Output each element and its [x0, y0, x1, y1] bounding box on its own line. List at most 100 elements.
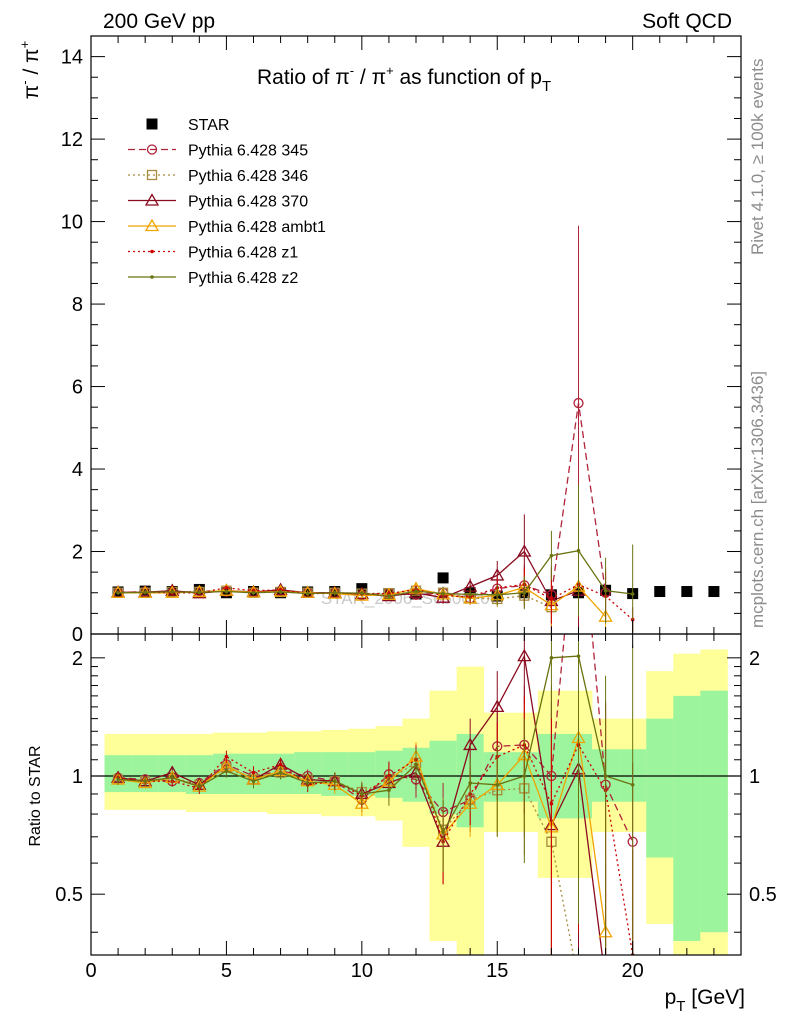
data-point-z2 — [197, 784, 202, 789]
data-point-ambt1 — [138, 775, 153, 789]
main-panel-frame: 0 2 4 6 8 10 12 14 — [61, 35, 742, 646]
x-axis-label: pT [GeV] — [665, 986, 745, 1015]
data-point-ambt1 — [354, 588, 369, 601]
y-tick-label: 0 — [72, 624, 83, 646]
legend-item-p346: Pythia 6.428 346 — [128, 168, 308, 185]
data-point-z2 — [522, 590, 527, 595]
data-point-star — [681, 586, 693, 598]
legend-marker — [144, 193, 160, 206]
series-line-p345 — [118, 634, 634, 843]
data-point-p370 — [517, 648, 532, 662]
legend-label: Pythia 6.428 370 — [188, 194, 308, 211]
data-point-z2 — [387, 594, 391, 598]
main-panel-data — [110, 225, 720, 634]
legend-label: Pythia 6.428 ambt1 — [188, 219, 326, 236]
data-point-star — [437, 572, 449, 584]
y-tick-label: 12 — [61, 129, 83, 151]
data-point-ambt1 — [300, 585, 315, 598]
data-point-p370 — [435, 590, 451, 603]
data-point-z2 — [305, 781, 310, 785]
data-point-p370 — [490, 699, 505, 713]
main-y-axis-label: π- / π+ — [17, 41, 43, 99]
y-tick-label: 14 — [61, 47, 83, 69]
data-point-z2 — [387, 788, 391, 793]
data-point-z2 — [549, 553, 554, 558]
legend-marker — [146, 118, 158, 130]
data-point-star — [654, 586, 666, 598]
legend-item-z2: Pythia 6.428 z2 — [128, 270, 298, 287]
data-point-z2 — [441, 830, 445, 834]
data-point-z2 — [170, 775, 175, 780]
data-point-z2 — [143, 590, 147, 595]
legend-marker — [150, 275, 154, 279]
series-z2 — [116, 484, 635, 634]
series-line-z2 — [118, 549, 633, 597]
data-point-z2 — [305, 591, 310, 596]
series-p370 — [110, 514, 586, 634]
data-point-ambt1 — [110, 585, 126, 598]
data-point-z2 — [495, 593, 500, 597]
legend-label: Pythia 6.428 346 — [188, 168, 308, 185]
data-point-z2 — [278, 770, 283, 775]
legend-marker — [144, 218, 160, 232]
data-point-ambt1 — [192, 584, 207, 598]
ratio-panel-data — [110, 634, 638, 955]
y-tick-label-right: 2 — [749, 648, 760, 670]
series-line-z2 — [118, 655, 633, 834]
data-point-z2 — [603, 588, 608, 593]
legend-item-z1: Pythia 6.428 z1 — [128, 245, 298, 262]
data-point-z2 — [251, 590, 256, 595]
data-point-p370 — [165, 583, 180, 596]
y-tick-label: 2 — [72, 542, 83, 564]
data-point-z2 — [576, 548, 581, 553]
legend-item-star: STAR — [146, 117, 229, 134]
y-tick-label-right: 0.5 — [749, 884, 777, 906]
legend-label: Pythia 6.428 345 — [188, 143, 308, 160]
svg-text:π- / π+: π- / π+ — [17, 41, 43, 99]
series-line-z1 — [118, 743, 634, 955]
data-point-z2 — [170, 590, 175, 594]
data-point-z1 — [251, 770, 256, 775]
y-tick-label: 6 — [72, 377, 83, 399]
data-point-z2 — [603, 774, 608, 778]
data-point-z2 — [332, 779, 337, 784]
legend-label: STAR — [188, 117, 229, 134]
y-tick-label: 0.5 — [55, 884, 83, 906]
legend-marker — [146, 144, 158, 155]
data-point-p345 — [573, 397, 584, 409]
header-right-label: Soft QCD — [642, 10, 732, 33]
data-point-z1 — [224, 586, 229, 590]
x-tick-label: 5 — [221, 960, 232, 982]
y-tick-label: 1 — [72, 766, 83, 788]
data-point-z2 — [576, 654, 581, 658]
data-point-z2 — [414, 762, 418, 767]
data-point-z2 — [116, 777, 120, 782]
data-point-z2 — [495, 782, 500, 787]
data-point-p370 — [517, 544, 532, 557]
data-point-z2 — [197, 590, 202, 595]
data-point-z2 — [116, 590, 120, 595]
series-z2 — [116, 634, 635, 955]
data-point-z1 — [224, 754, 229, 759]
data-point-z2 — [360, 591, 364, 595]
x-tick-label: 20 — [622, 960, 644, 982]
data-point-z2 — [278, 590, 283, 594]
y-tick-label: 10 — [61, 212, 83, 234]
data-point-z2 — [143, 779, 147, 784]
data-point-z2 — [468, 781, 472, 785]
mcplots-source-label: mcplots.cern.ch [arXiv:1306.3436] — [748, 371, 767, 628]
data-point-z2 — [224, 769, 229, 773]
data-point-ambt1 — [246, 585, 261, 598]
data-point-ambt1 — [219, 583, 234, 596]
data-point-p370 — [273, 582, 288, 596]
data-point-z1 — [278, 762, 283, 767]
data-point-z2 — [549, 656, 554, 660]
series-line-p345 — [118, 402, 607, 600]
data-point-z1 — [549, 597, 554, 601]
y-tick-label: 4 — [72, 459, 83, 481]
ratio-panel-background — [91, 649, 741, 955]
series-line-p346 — [118, 761, 575, 955]
data-point-z2 — [630, 782, 635, 787]
